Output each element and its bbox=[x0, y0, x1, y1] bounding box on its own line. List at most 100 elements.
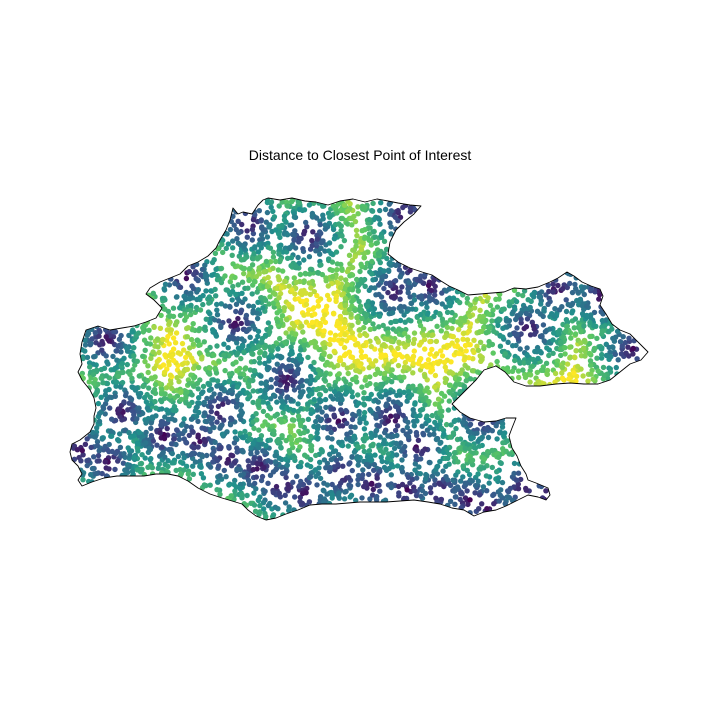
scatter-point bbox=[91, 354, 97, 360]
scatter-point bbox=[301, 337, 307, 343]
scatter-point bbox=[187, 307, 194, 314]
scatter-point bbox=[397, 392, 403, 398]
scatter-point bbox=[407, 294, 413, 300]
scatter-point bbox=[352, 238, 359, 244]
scatter-point bbox=[173, 407, 179, 413]
scatter-point bbox=[254, 417, 260, 423]
scatter-point bbox=[397, 317, 404, 324]
scatter-point bbox=[175, 453, 182, 460]
scatter-point bbox=[247, 367, 254, 373]
scatter-point bbox=[102, 392, 109, 398]
scatter-point bbox=[227, 226, 234, 233]
scatter-point bbox=[381, 268, 387, 274]
scatter-point bbox=[391, 445, 398, 452]
scatter-point bbox=[257, 456, 263, 463]
scatter-point bbox=[258, 218, 264, 224]
scatter-point bbox=[163, 385, 170, 391]
scatter-point bbox=[389, 310, 396, 316]
scatter-point bbox=[263, 258, 270, 265]
scatter-point bbox=[481, 456, 488, 462]
scatter-point bbox=[288, 199, 295, 205]
scatter-point bbox=[97, 410, 103, 417]
scatter-point bbox=[580, 345, 587, 351]
scatter-point bbox=[341, 496, 348, 502]
scatter-point bbox=[121, 399, 127, 405]
scatter-point bbox=[242, 296, 248, 302]
scatter-point bbox=[402, 344, 408, 350]
scatter-point bbox=[443, 304, 449, 310]
scatter-point bbox=[366, 471, 372, 478]
scatter-point bbox=[385, 267, 392, 273]
map-title: Distance to Closest Point of Interest bbox=[249, 147, 472, 163]
scatter-point bbox=[283, 474, 289, 481]
scatter-point bbox=[162, 352, 168, 358]
scatter-point bbox=[282, 339, 288, 346]
scatter-point bbox=[467, 429, 473, 435]
scatter-point bbox=[191, 383, 197, 389]
scatter-point bbox=[383, 403, 389, 409]
scatter-point bbox=[349, 394, 356, 400]
scatter-point bbox=[297, 444, 303, 450]
scatter-point bbox=[339, 266, 345, 272]
scatter-point bbox=[432, 401, 438, 407]
scatter-point bbox=[334, 267, 340, 273]
scatter-point bbox=[480, 484, 487, 490]
scatter-point bbox=[231, 321, 237, 328]
scatter-point bbox=[275, 274, 281, 280]
scatter-point bbox=[246, 463, 252, 469]
scatter-point bbox=[476, 466, 482, 472]
scatter-point bbox=[320, 316, 326, 322]
scatter-point bbox=[440, 468, 446, 474]
scatter-point bbox=[115, 343, 121, 349]
scatter-point bbox=[282, 278, 288, 284]
scatter-point bbox=[438, 439, 444, 446]
scatter-point bbox=[339, 233, 345, 239]
scatter-point bbox=[524, 345, 530, 351]
scatter-point bbox=[147, 456, 153, 463]
scatter-point bbox=[317, 371, 323, 377]
scatter-point bbox=[217, 391, 223, 398]
scatter-point bbox=[185, 471, 191, 477]
scatter-point bbox=[564, 323, 570, 329]
scatter-point bbox=[344, 365, 350, 371]
scatter-point bbox=[520, 367, 526, 373]
scatter-point bbox=[545, 282, 551, 289]
scatter-point bbox=[294, 437, 300, 444]
scatter-point bbox=[197, 326, 203, 332]
scatter-point bbox=[277, 308, 283, 314]
scatter-point bbox=[159, 295, 166, 302]
scatter-point bbox=[336, 439, 342, 445]
scatter-point bbox=[278, 419, 285, 425]
scatter-point bbox=[352, 218, 359, 225]
scatter-point bbox=[354, 367, 360, 374]
scatter-point bbox=[345, 221, 351, 227]
scatter-point bbox=[351, 213, 357, 220]
scatter-point bbox=[417, 322, 424, 329]
scatter-point bbox=[214, 378, 221, 384]
scatter-point bbox=[429, 473, 436, 479]
scatter-point bbox=[419, 423, 425, 429]
scatter-point bbox=[291, 407, 297, 414]
scatter-point bbox=[510, 343, 516, 349]
scatter-point bbox=[377, 488, 383, 494]
scatter-point bbox=[208, 408, 214, 415]
scatter-point bbox=[361, 483, 367, 490]
scatter-point bbox=[507, 302, 513, 308]
scatter-point bbox=[148, 375, 155, 381]
scatter-point bbox=[261, 464, 267, 471]
scatter-point bbox=[272, 453, 278, 459]
scatter-point bbox=[235, 350, 241, 356]
scatter-point bbox=[117, 384, 124, 390]
scatter-point bbox=[197, 342, 203, 348]
scatter-point bbox=[331, 364, 337, 370]
scatter-point bbox=[408, 300, 414, 306]
scatter-point bbox=[260, 305, 266, 311]
scatter-point bbox=[106, 338, 112, 344]
scatter-point bbox=[443, 463, 449, 469]
scatter-point bbox=[389, 379, 395, 385]
scatter-point bbox=[185, 325, 191, 331]
scatter-point bbox=[234, 449, 240, 455]
scatter-point bbox=[559, 364, 566, 371]
scatter-point bbox=[241, 256, 247, 262]
scatter-point bbox=[324, 303, 330, 309]
